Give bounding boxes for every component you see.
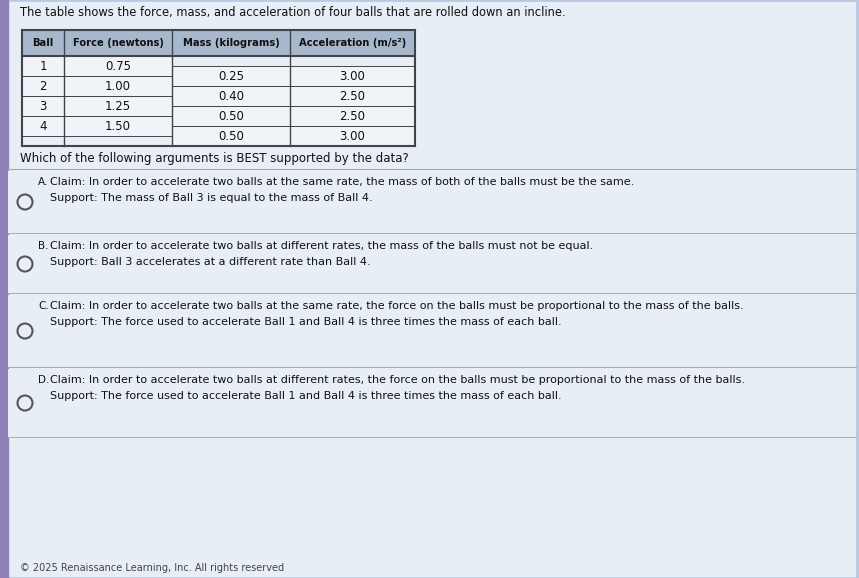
Text: A.: A. [38,177,48,187]
Bar [290,106,415,126]
Text: The table shows the force, mass, and acceleration of four balls that are rolled : The table shows the force, mass, and acc… [20,6,565,19]
Text: B.: B. [38,241,48,251]
Text: 0.40: 0.40 [218,90,244,102]
Bar [290,66,415,86]
Bar [64,116,172,136]
Bar [64,56,172,76]
Bar [8,369,856,437]
Text: 1.25: 1.25 [105,99,131,113]
Text: Which of the following arguments is BEST supported by the data?: Which of the following arguments is BEST… [20,152,409,165]
Bar [22,76,64,96]
Text: Support: Ball 3 accelerates at a different rate than Ball 4.: Support: Ball 3 accelerates at a differe… [50,257,370,267]
Text: 0.75: 0.75 [105,60,131,72]
Text: 3.00: 3.00 [339,129,365,143]
Bar [290,86,415,106]
Bar [22,116,64,136]
Text: 3.00: 3.00 [339,69,365,83]
Text: 2: 2 [40,80,46,92]
Bar [0,0,8,578]
Bar [64,76,172,96]
Bar [172,106,290,126]
Bar [22,96,64,116]
Text: Support: The force used to accelerate Ball 1 and Ball 4 is three times the mass : Support: The force used to accelerate Ba… [50,317,562,327]
Text: 0.50: 0.50 [218,109,244,123]
Text: 1.00: 1.00 [105,80,131,92]
Text: 4: 4 [40,120,46,132]
Text: 2.50: 2.50 [339,90,365,102]
Text: Claim: In order to accelerate two balls at different rates, the force on the bal: Claim: In order to accelerate two balls … [50,375,745,385]
Text: Claim: In order to accelerate two balls at the same rate, the force on the balls: Claim: In order to accelerate two balls … [50,301,744,311]
Bar [290,126,415,146]
Text: Support: The mass of Ball 3 is equal to the mass of Ball 4.: Support: The mass of Ball 3 is equal to … [50,193,373,203]
Bar [8,235,856,293]
Text: 0.25: 0.25 [218,69,244,83]
Text: C.: C. [38,301,49,311]
Bar [8,171,856,233]
Bar [22,30,415,56]
Bar [172,126,290,146]
Text: © 2025 Renaissance Learning, Inc. All rights reserved: © 2025 Renaissance Learning, Inc. All ri… [20,563,284,573]
Text: Acceleration (m/s²): Acceleration (m/s²) [299,38,406,48]
Bar [172,66,290,86]
Text: Mass (kilograms): Mass (kilograms) [183,38,279,48]
Text: 1.50: 1.50 [105,120,131,132]
Text: 2.50: 2.50 [339,109,365,123]
Bar [172,86,290,106]
Bar [8,295,856,367]
Text: 3: 3 [40,99,46,113]
Bar [64,96,172,116]
Bar [22,56,64,76]
Text: Support: The force used to accelerate Ball 1 and Ball 4 is three times the mass : Support: The force used to accelerate Ba… [50,391,562,401]
Text: D.: D. [38,375,49,385]
Text: Claim: In order to accelerate two balls at different rates, the mass of the ball: Claim: In order to accelerate two balls … [50,241,594,251]
Text: 0.50: 0.50 [218,129,244,143]
Text: Claim: In order to accelerate two balls at the same rate, the mass of both of th: Claim: In order to accelerate two balls … [50,177,634,187]
Text: 1: 1 [40,60,46,72]
Text: Ball: Ball [33,38,53,48]
Text: Force (newtons): Force (newtons) [72,38,163,48]
